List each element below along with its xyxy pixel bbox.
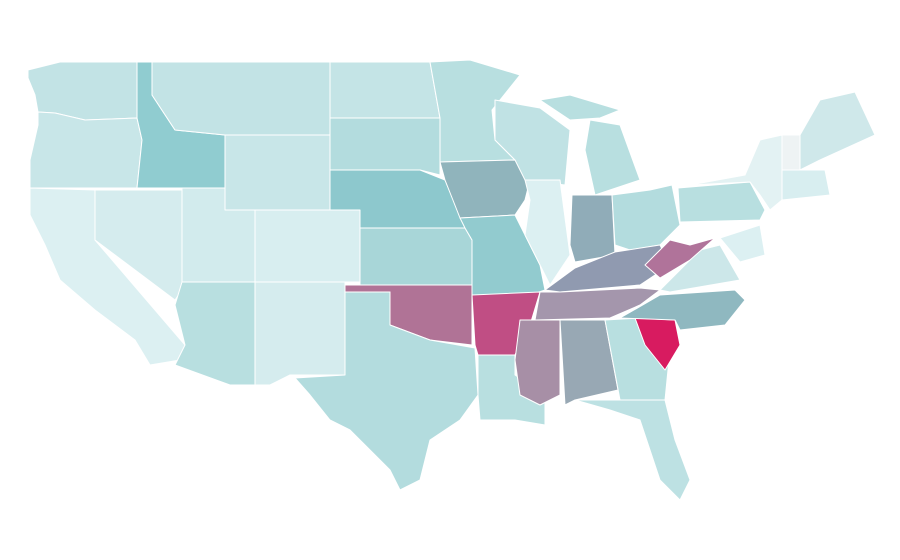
state-region (151, 61, 331, 136)
state-region (359, 227, 473, 286)
state-region (539, 94, 621, 121)
state-region (559, 319, 619, 406)
state-region (569, 194, 616, 263)
state-region (781, 169, 831, 201)
state-region (524, 179, 571, 286)
state-region (29, 111, 143, 189)
state-region (781, 134, 801, 171)
state-region (254, 281, 346, 386)
state-region (329, 61, 441, 119)
state-region (644, 237, 716, 279)
state-region (294, 291, 479, 491)
state-layer (27, 59, 876, 501)
state-region (799, 91, 876, 171)
state-region (619, 289, 746, 331)
state-region (514, 319, 561, 406)
state-region (584, 119, 641, 196)
state-region (254, 209, 361, 283)
state-region (224, 134, 331, 211)
state-region (677, 181, 766, 223)
state-region (27, 61, 138, 121)
state-region (329, 117, 441, 176)
state-region (719, 224, 766, 263)
state-region (611, 184, 681, 251)
state-region (574, 399, 691, 501)
state-region (174, 281, 256, 386)
